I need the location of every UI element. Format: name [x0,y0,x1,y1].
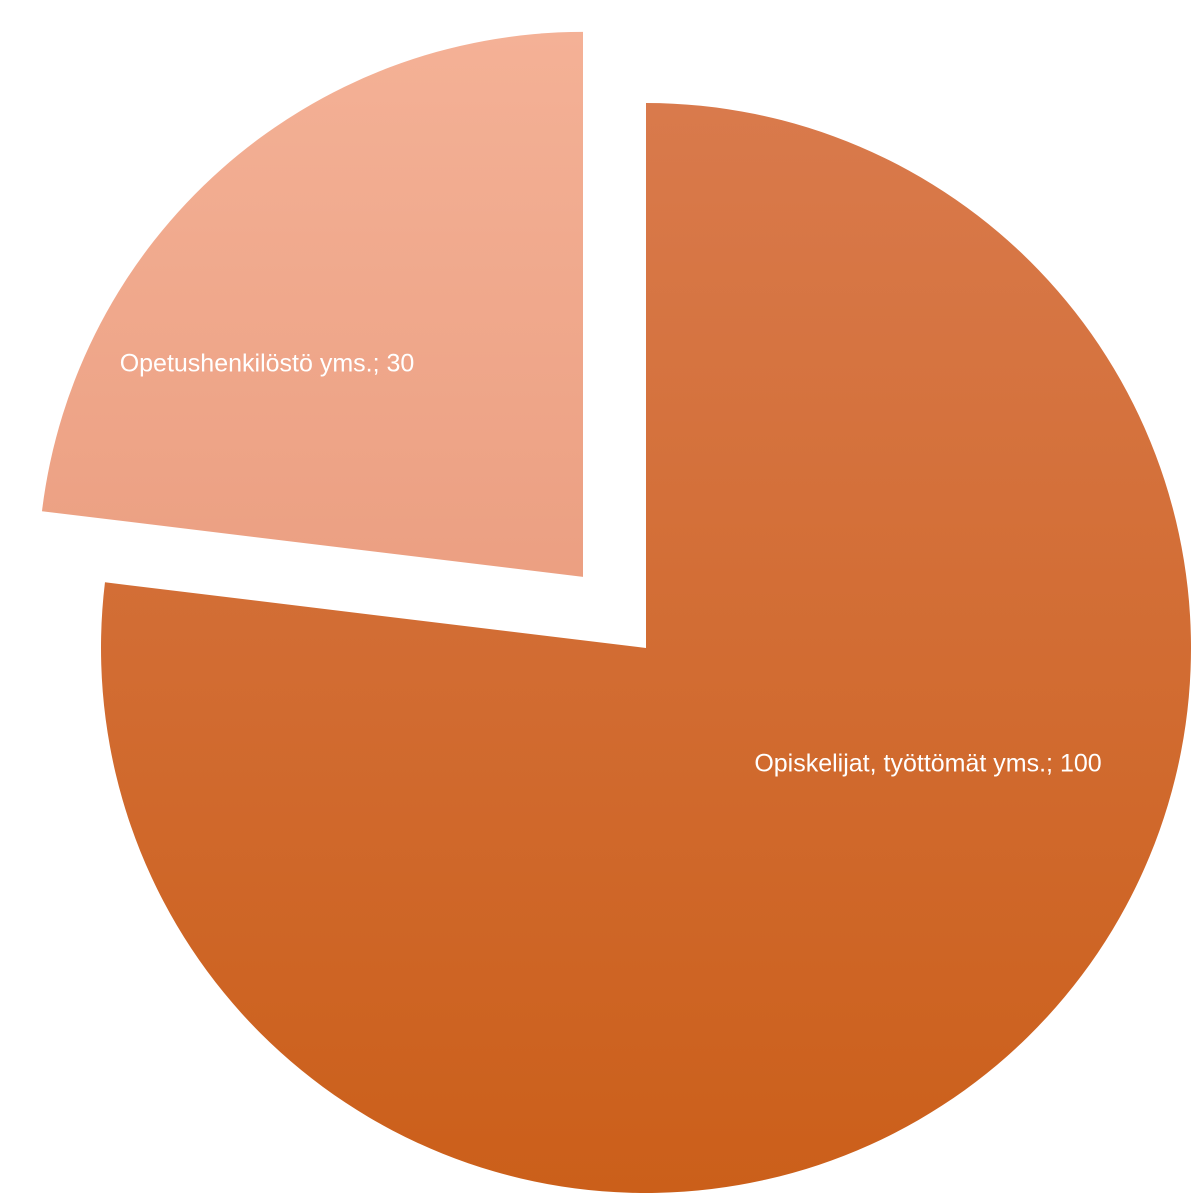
pie-labels: Opiskelijat, työttömät yms.; 100 Opetushe… [120,350,1102,778]
pie-slices [41,31,1191,1193]
pie-slice-label-opetushenkilosto: Opetushenkilöstö yms.; 30 [120,350,415,378]
pie-slice-label-opiskelijat: Opiskelijat, työttömät yms.; 100 [754,750,1101,778]
pie-slice-opiskelijat [100,103,1191,1193]
pie-slice-opetushenkilosto [41,31,584,577]
